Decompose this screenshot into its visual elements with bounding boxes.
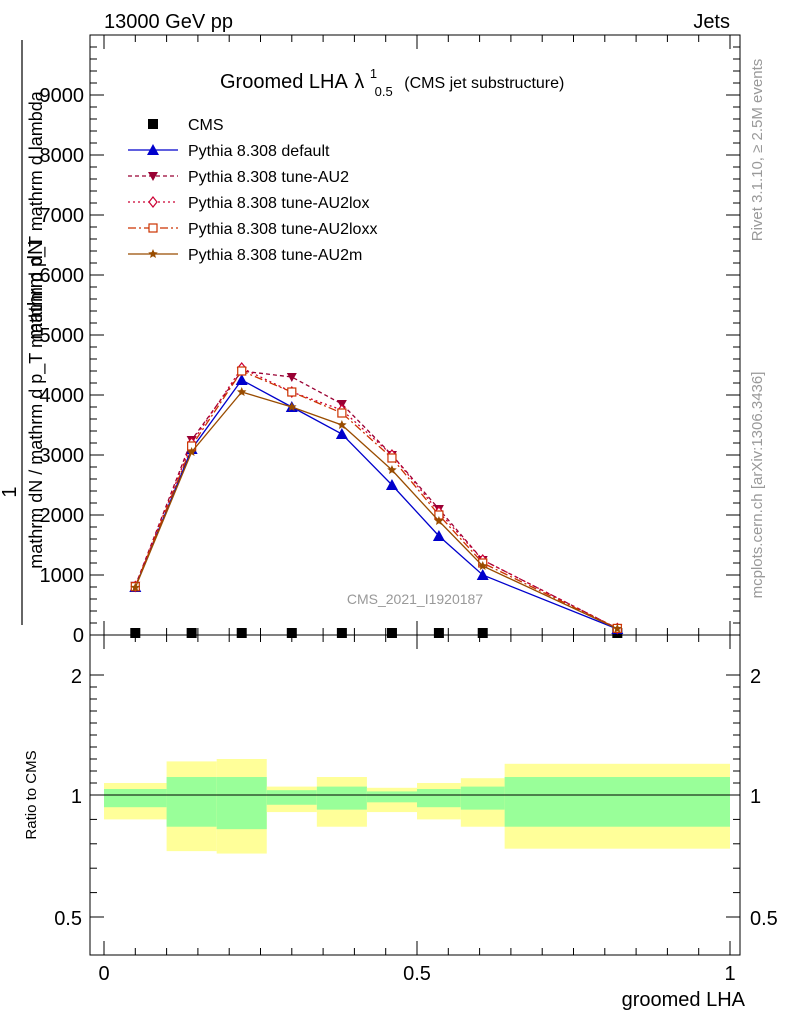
x-tick-label-0: 0 bbox=[98, 963, 109, 985]
series-0-point-1 bbox=[186, 628, 197, 638]
y-tick-label-3: 4000 bbox=[40, 385, 85, 407]
series-5-point-7 bbox=[477, 561, 488, 571]
series-0-point-3 bbox=[286, 628, 297, 638]
x-tick-label-2: 1 bbox=[724, 963, 735, 985]
series-layer bbox=[129, 362, 624, 638]
series-4-point-3 bbox=[287, 387, 297, 397]
series-1-point-4 bbox=[335, 428, 348, 439]
chart-title-lambda: λ bbox=[354, 71, 364, 93]
series-5-point-1 bbox=[186, 447, 197, 457]
y-tick-label-8: 9000 bbox=[40, 85, 85, 107]
series-1-point-7 bbox=[476, 569, 489, 580]
series-0-point-0 bbox=[130, 628, 141, 638]
legend-label-0: CMS bbox=[188, 117, 224, 134]
series-4-point-4 bbox=[337, 408, 347, 418]
series-1-point-2 bbox=[235, 374, 248, 385]
y-tick-label-6: 7000 bbox=[40, 205, 85, 227]
y-tick-label-0: 1000 bbox=[40, 565, 85, 587]
series-0-point-7 bbox=[477, 628, 488, 638]
ratio-y-axis: 2 2 1 1 0.5 0.5 bbox=[54, 666, 778, 930]
ratio-band-green-5 bbox=[366, 791, 417, 803]
series-5-point-4 bbox=[337, 420, 347, 430]
legend-label-3: Pythia 8.308 tune-AU2lox bbox=[188, 195, 369, 212]
series-0 bbox=[130, 628, 623, 638]
y-label-mid: mathrm dN / mathrm d p_T mathrm d p_T ma… bbox=[26, 90, 47, 568]
series-5-point-5 bbox=[387, 465, 397, 475]
series-0-point-4 bbox=[336, 628, 347, 638]
ratio-band-green-3 bbox=[266, 790, 317, 805]
legend-label-2: Pythia 8.308 tune-AU2 bbox=[188, 169, 349, 186]
series-1-point-5 bbox=[385, 479, 398, 490]
y-tick-label-7: 8000 bbox=[40, 145, 85, 167]
series-0-point-2 bbox=[236, 628, 247, 638]
x-tick-label-1: 0.5 bbox=[403, 963, 431, 985]
series-0-point-6 bbox=[433, 628, 444, 638]
legend-marker-1 bbox=[147, 144, 159, 155]
ratio-x-axis: 0 0.5 1 bbox=[98, 635, 736, 985]
legend-marker-2 bbox=[148, 172, 158, 181]
y-tick-label-9: 0 bbox=[73, 625, 84, 647]
series-4-point-2 bbox=[237, 366, 247, 376]
main-y-axis: 1000 2000 3000 4000 5000 6000 7000 8000 9000 0 bbox=[40, 46, 740, 647]
legend-marker-3 bbox=[148, 196, 158, 208]
legend-marker-4 bbox=[148, 223, 158, 233]
mcplots-label: mcplots.cern.ch [arXiv:1306.3436] bbox=[749, 372, 766, 599]
main-y-label: 1 mathrm dN mathrm dN / mathrm d p_T mat… bbox=[0, 40, 47, 625]
ratio-band-green-2 bbox=[216, 777, 267, 830]
rivet-label: Rivet 3.1.10, ≥ 2.5M events bbox=[749, 59, 766, 242]
ratio-y-tick-label-0: 2 bbox=[71, 666, 82, 688]
series-5-point-8 bbox=[612, 623, 623, 633]
ratio-y-tick-label-right-2: 0.5 bbox=[750, 908, 778, 930]
ratio-band-green-7 bbox=[460, 786, 505, 810]
chart-title-main: Groomed LHA bbox=[220, 71, 348, 93]
series-5-point-6 bbox=[434, 516, 444, 526]
ratio-y-label: Ratio to CMS bbox=[23, 750, 40, 839]
ratio-band-green-0 bbox=[104, 789, 167, 808]
ratio-band-green-1 bbox=[166, 777, 217, 827]
legend-label-4: Pythia 8.308 tune-AU2loxx bbox=[188, 221, 377, 238]
series-5-point-3 bbox=[287, 402, 297, 412]
x-axis-label: groomed LHA bbox=[622, 989, 746, 1011]
ratio-band-green-6 bbox=[417, 789, 461, 808]
series-line-4 bbox=[134, 370, 618, 629]
legend-label-5: Pythia 8.308 tune-AU2m bbox=[188, 247, 362, 264]
ratio-y-tick-label-2: 0.5 bbox=[54, 908, 82, 930]
series-1-point-6 bbox=[432, 530, 445, 541]
legend-marker-0 bbox=[148, 119, 158, 129]
series-line-3 bbox=[134, 367, 618, 629]
header-energy: 13000 GeV pp bbox=[104, 11, 233, 33]
chart-title-sub: 0.5 bbox=[375, 84, 393, 99]
series-4-point-5 bbox=[387, 453, 397, 463]
ratio-band-green-8 bbox=[504, 777, 730, 827]
chart-title: Groomed LHA λ 1 0.5 (CMS jet substructur… bbox=[220, 61, 564, 101]
series-5 bbox=[130, 387, 623, 633]
series-2-point-3 bbox=[286, 373, 297, 382]
chart-title-sup: 1 bbox=[370, 66, 377, 81]
ratio-y-tick-label-1: 1 bbox=[71, 786, 82, 808]
header-jets: Jets bbox=[693, 11, 730, 33]
ratio-band-green-4 bbox=[316, 786, 367, 810]
series-line-2 bbox=[134, 370, 618, 629]
chart-title-suffix: (CMS jet substructure) bbox=[404, 75, 564, 92]
main-x-axis bbox=[103, 35, 731, 635]
y-tick-label-2: 3000 bbox=[40, 445, 85, 467]
y-label-one: 1 bbox=[0, 486, 21, 497]
series-5-point-0 bbox=[130, 582, 141, 592]
ratio-bands bbox=[104, 759, 730, 854]
y-tick-label-5: 6000 bbox=[40, 265, 85, 287]
y-tick-label-1: 2000 bbox=[40, 505, 85, 527]
legend-marker-5 bbox=[148, 249, 158, 259]
y-label-denominator: mathrm dN bbox=[25, 241, 47, 340]
y-tick-label-4: 5000 bbox=[40, 325, 85, 347]
legend-label-1: Pythia 8.308 default bbox=[188, 143, 330, 160]
watermark: CMS_2021_I1920187 bbox=[347, 591, 483, 607]
ratio-y-tick-label-right-0: 2 bbox=[750, 666, 761, 688]
ratio-y-tick-label-right-1: 1 bbox=[750, 786, 761, 808]
series-5-point-2 bbox=[236, 387, 247, 397]
series-0-point-5 bbox=[386, 628, 397, 638]
legend: CMS Pythia 8.308 default Pythia 8.308 tune… bbox=[128, 117, 377, 264]
